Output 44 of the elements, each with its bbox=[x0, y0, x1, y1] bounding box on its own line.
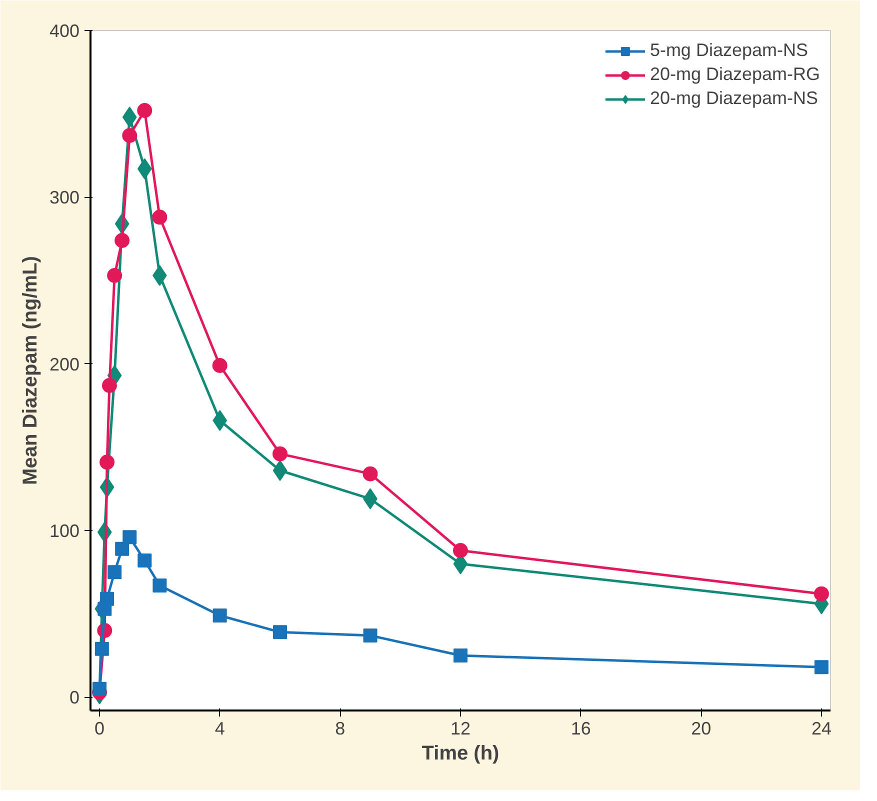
point bbox=[212, 358, 228, 373]
point bbox=[107, 268, 122, 283]
point bbox=[100, 592, 114, 606]
point bbox=[454, 648, 468, 662]
point bbox=[814, 586, 829, 602]
point bbox=[152, 578, 167, 592]
point bbox=[272, 460, 288, 481]
point bbox=[114, 233, 130, 248]
point bbox=[108, 565, 122, 580]
point bbox=[453, 543, 468, 558]
point bbox=[122, 128, 138, 143]
y-tick-label: 300 bbox=[49, 188, 80, 208]
x-tick-label: 24 bbox=[811, 718, 832, 738]
point bbox=[137, 103, 152, 118]
point bbox=[138, 554, 152, 568]
point bbox=[362, 466, 378, 482]
point bbox=[363, 628, 378, 642]
x-tick-label: 4 bbox=[214, 718, 225, 738]
x-tick-label: 0 bbox=[94, 718, 105, 738]
x-tick-label: 8 bbox=[335, 718, 346, 738]
legend-label: 20-mg Diazepam-RG bbox=[650, 64, 820, 85]
x-tick-label: 20 bbox=[691, 718, 712, 738]
y-tick-label: 100 bbox=[49, 521, 80, 541]
point bbox=[122, 530, 137, 544]
point bbox=[212, 410, 228, 431]
y-tick-label: 400 bbox=[49, 21, 80, 41]
point bbox=[273, 625, 288, 640]
y-tick-label: 0 bbox=[69, 688, 80, 708]
point bbox=[94, 642, 109, 656]
x-tick-label: 12 bbox=[450, 718, 471, 738]
point bbox=[814, 660, 828, 674]
x-tick-label: 16 bbox=[570, 718, 591, 738]
point bbox=[102, 378, 117, 393]
y-tick-label: 200 bbox=[49, 354, 80, 374]
legend-label: 20-mg Diazepam-NS bbox=[650, 88, 818, 109]
point bbox=[152, 210, 168, 225]
legend-label: 5-mg Diazepam-NS bbox=[650, 40, 808, 61]
x-axis-title: Time (h) bbox=[422, 742, 500, 764]
point bbox=[212, 608, 227, 622]
point bbox=[115, 542, 130, 556]
point bbox=[92, 682, 107, 696]
point bbox=[272, 446, 288, 462]
y-axis-title: Mean Diazepam (ng/mL) bbox=[19, 256, 42, 485]
point bbox=[100, 454, 115, 470]
